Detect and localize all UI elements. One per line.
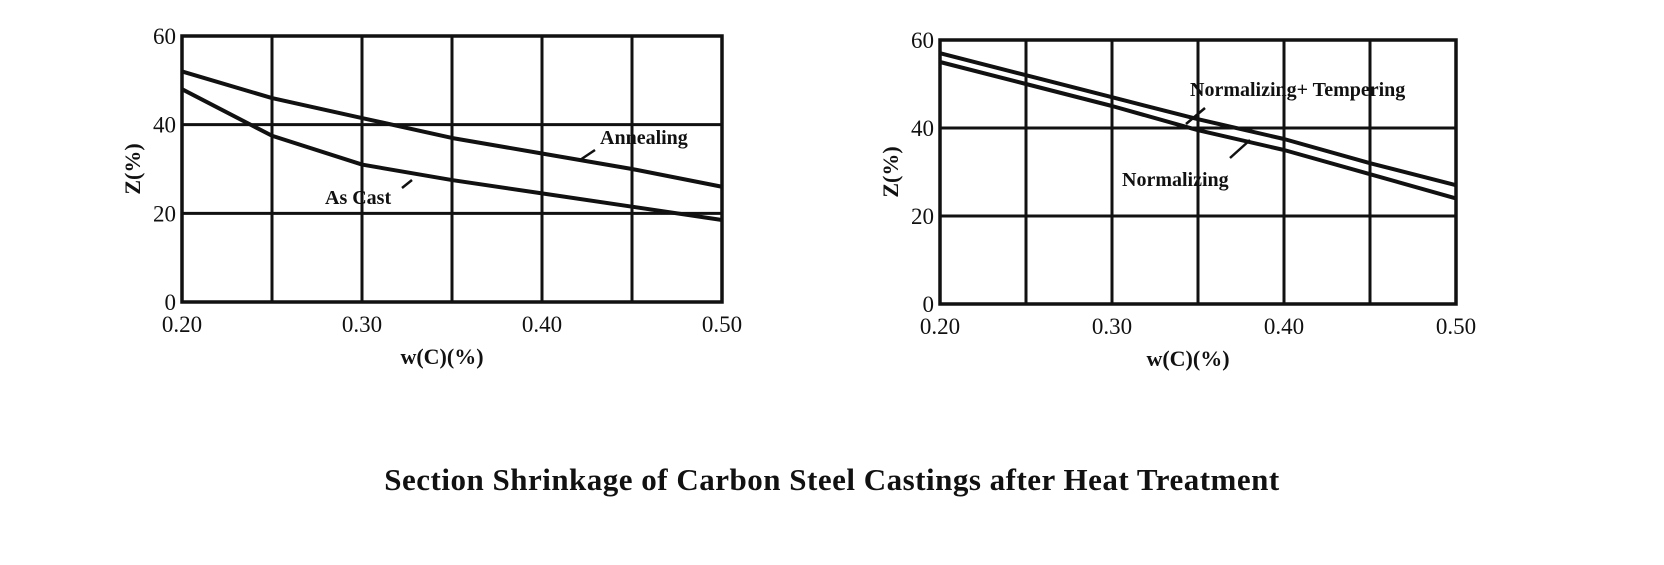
annotation-leader xyxy=(1229,139,1251,159)
y-tick-label: 20 xyxy=(153,201,176,226)
annotation-leader xyxy=(401,179,413,189)
y-tick-label: 40 xyxy=(153,113,176,138)
series-line-normalizing xyxy=(939,60,1457,201)
x-tick-label: 0.40 xyxy=(522,312,562,337)
x-tick-label: 0.40 xyxy=(1264,314,1304,339)
x-tick-label: 0.30 xyxy=(342,312,382,337)
x-tick-label: 0.50 xyxy=(702,312,742,337)
y-axis-label: Z(%) xyxy=(120,143,145,194)
plot-frame xyxy=(938,38,1458,306)
y-tick-label: 0 xyxy=(923,292,935,317)
x-tick-label: 0.30 xyxy=(1092,314,1132,339)
y-axis-label: Z(%) xyxy=(878,146,903,197)
x-axis-label: w(C)(%) xyxy=(1146,346,1229,371)
y-tick-label: 20 xyxy=(911,204,934,229)
series-annotation: Annealing xyxy=(600,127,688,149)
x-tick-label: 0.20 xyxy=(162,312,202,337)
y-tick-label: 60 xyxy=(153,24,176,49)
chart-panel-1: 0 20 40 60 0.20 0.30 0.40 0.50 w(C)(%) Z(%) Anneal… xyxy=(120,24,742,369)
figure-caption: Section Shrinkage of Carbon Steel Castin… xyxy=(384,462,1280,497)
plot-frame xyxy=(180,34,724,304)
annotation-leader xyxy=(1185,107,1206,125)
x-tick-label: 0.20 xyxy=(920,314,960,339)
series-annotation: Normalizing+ Tempering xyxy=(1190,79,1405,101)
x-axis-label: w(C)(%) xyxy=(400,344,483,369)
series-line-normalizing-tempering xyxy=(939,51,1457,188)
x-tick-label: 0.50 xyxy=(1436,314,1476,339)
y-tick-label: 60 xyxy=(911,28,934,53)
y-tick-label: 40 xyxy=(911,116,934,141)
y-tick-label: 0 xyxy=(165,290,177,315)
series-annotation: Normalizing xyxy=(1122,169,1229,191)
series-annotation: As Cast xyxy=(325,187,391,209)
series-line-annealing xyxy=(181,69,723,189)
series-line-as-cast xyxy=(181,87,723,222)
chart-panel-2: 0 20 40 60 0.20 0.30 0.40 0.50 w(C)(%) Z(%) Normal… xyxy=(878,28,1476,371)
annotation-leader xyxy=(579,148,596,162)
